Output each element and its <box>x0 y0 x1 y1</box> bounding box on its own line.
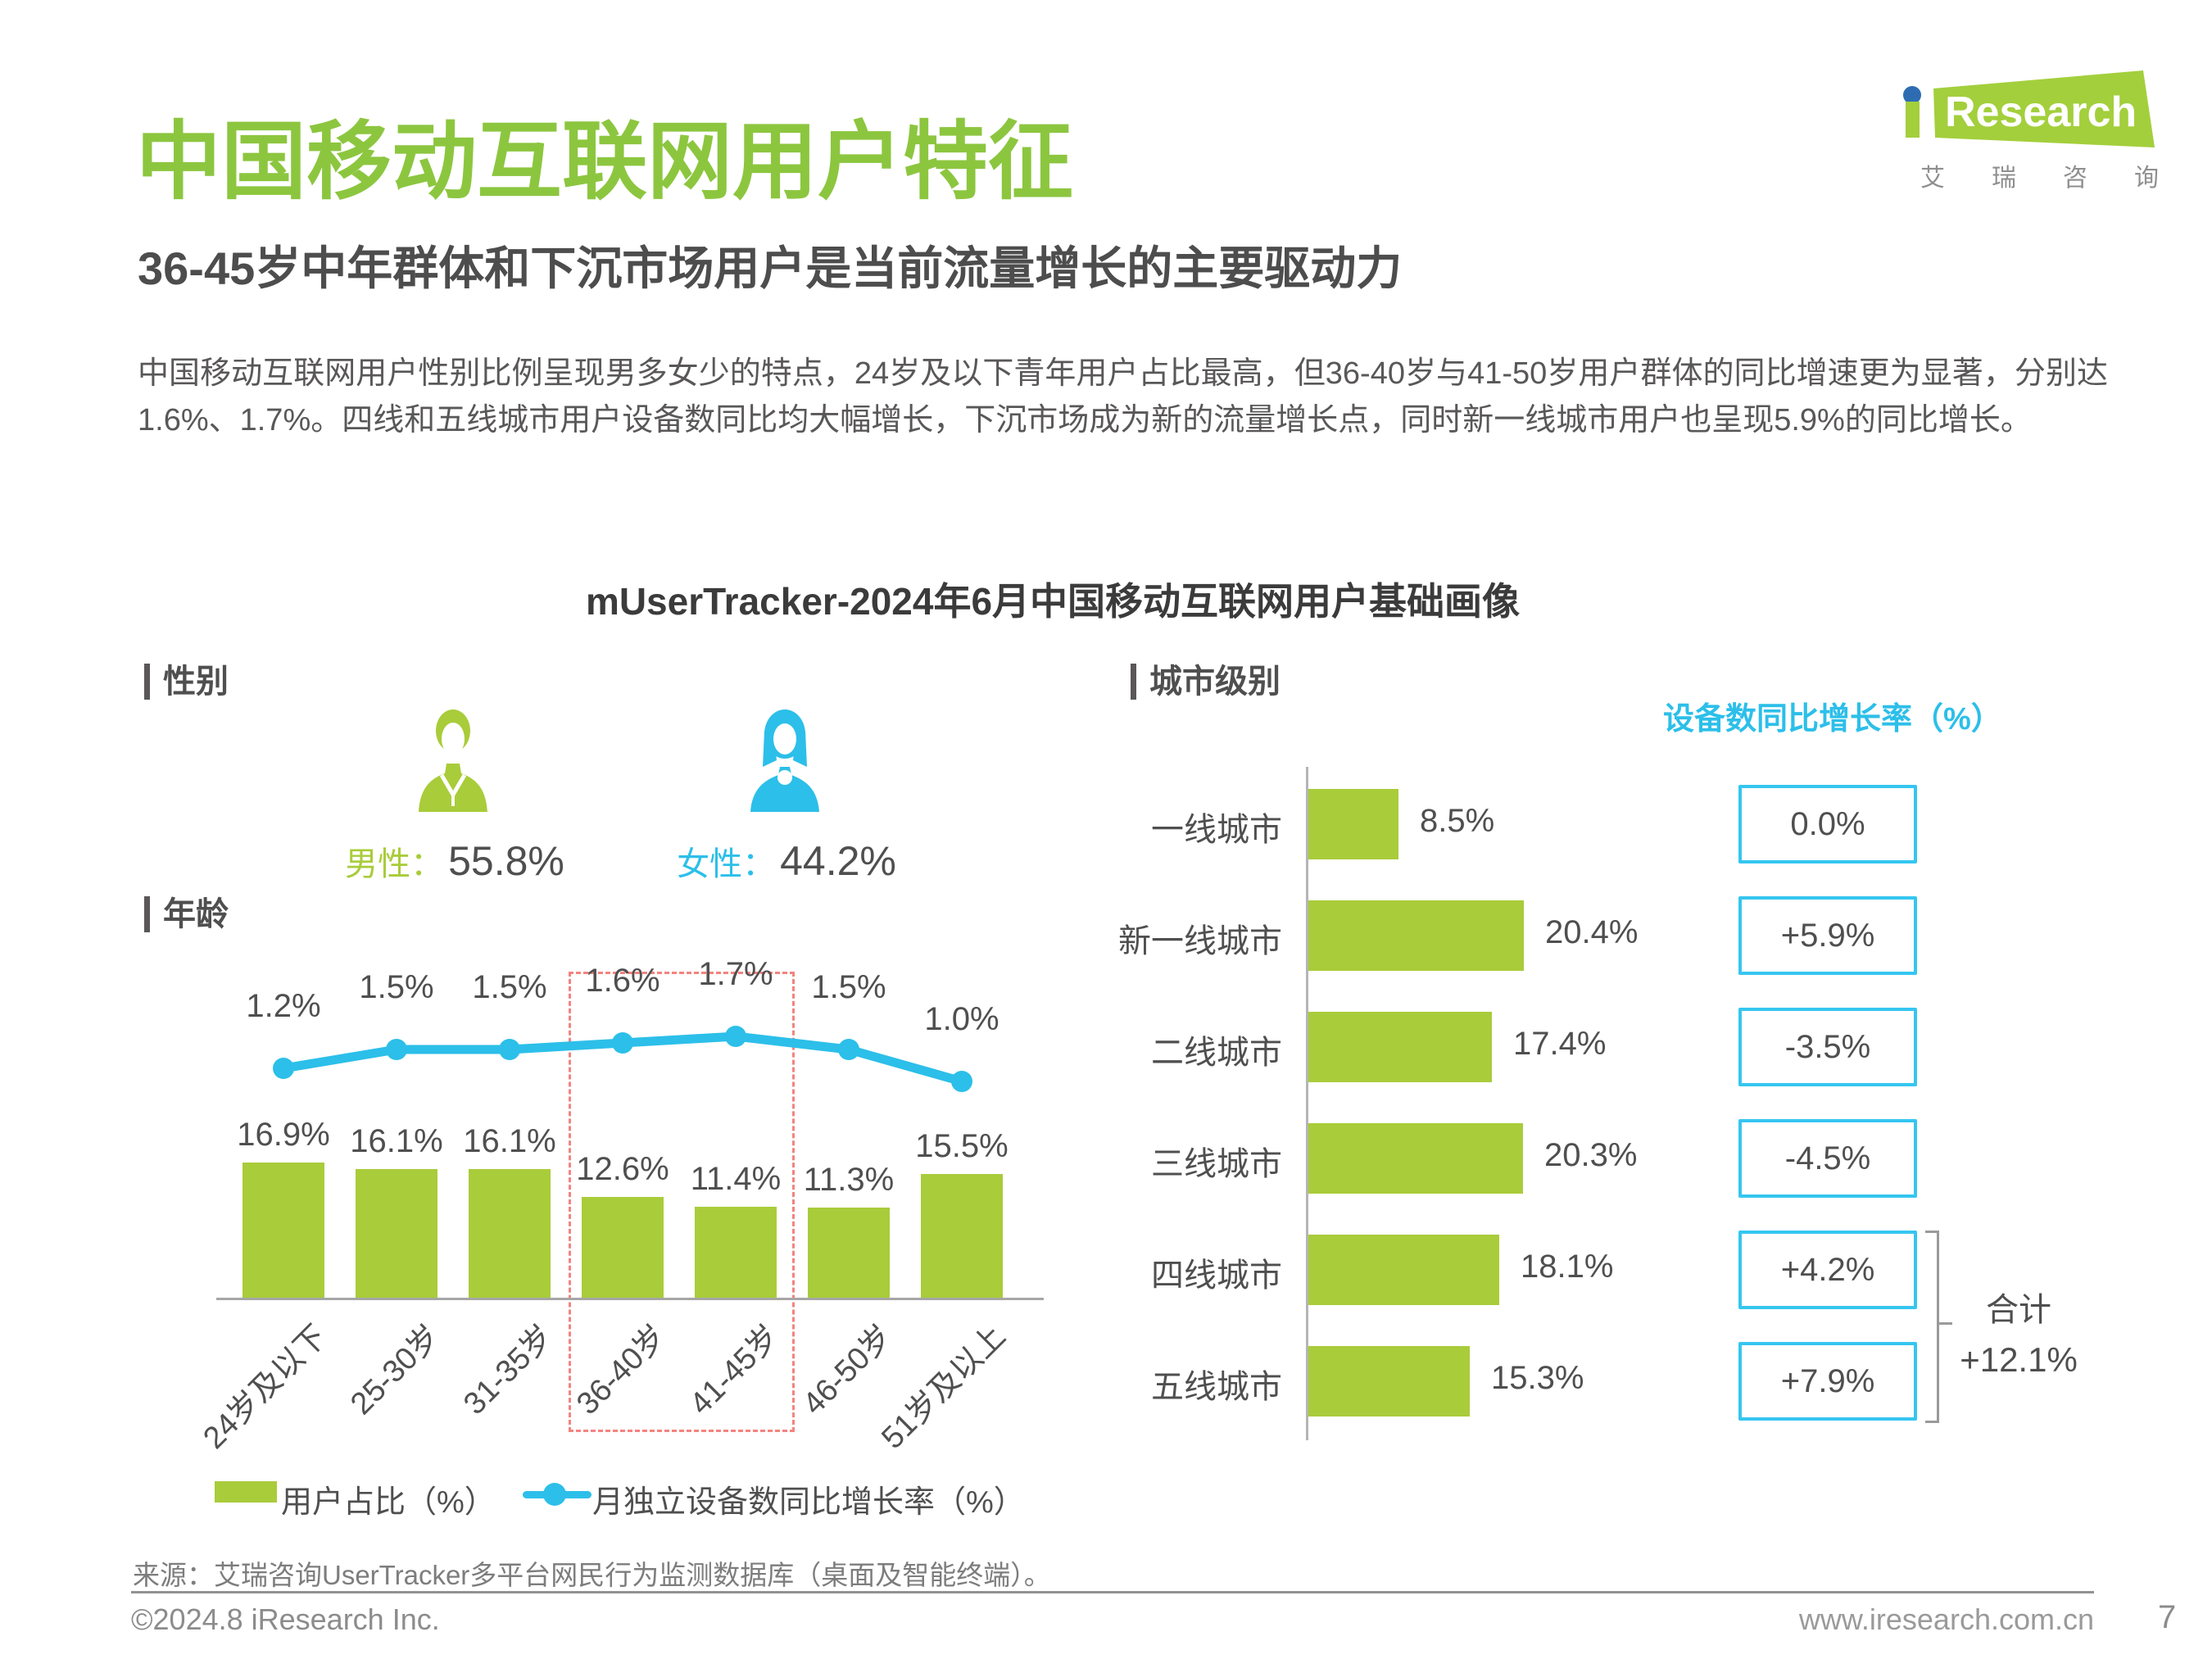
page-number: 7 <box>2158 1599 2177 1635</box>
city-category-5: 五线城市 <box>1151 1369 1282 1405</box>
city-y-axis <box>1306 767 1308 1440</box>
city-total: 合计 +12.1% <box>1953 1283 2084 1380</box>
male-value: 55.8% <box>448 838 564 884</box>
city-bar-2 <box>1308 1012 1492 1082</box>
age-bar-5 <box>808 1208 890 1298</box>
city-category-4: 四线城市 <box>1151 1258 1282 1294</box>
city-bar-value-3: 20.3% <box>1544 1137 1638 1173</box>
iresearch-logo-icon: Research <box>1903 70 2155 147</box>
age-bar-value-0: 16.9% <box>237 1117 330 1153</box>
male-stat: 男性： 55.8% <box>344 837 565 885</box>
city-growth-box-2: -3.5% <box>1738 1008 1917 1086</box>
age-bar-4 <box>695 1207 777 1298</box>
city-bar-1 <box>1308 900 1524 971</box>
age-bar-value-6: 15.5% <box>915 1128 1009 1164</box>
age-bar-3 <box>582 1197 664 1298</box>
page-subtitle: 36-45岁中年群体和下沉市场用户是当前流量增长的主要驱动力 <box>138 243 1403 294</box>
total-bracket-nub <box>1939 1322 1952 1325</box>
page-title: 中国移动互联网用户特征 <box>136 115 1074 210</box>
website-link[interactable]: www.iresearch.com.cn <box>1798 1602 2094 1636</box>
iresearch-logo: Research <box>1884 64 2171 154</box>
city-bar-value-4: 18.1% <box>1521 1249 1614 1285</box>
age-bar-value-3: 12.6% <box>576 1151 669 1187</box>
city-bar-5 <box>1308 1346 1470 1416</box>
legend-line-dot <box>543 1483 566 1506</box>
city-total-label: 合计 <box>1986 1292 2051 1328</box>
city-growth-box-5: +7.9% <box>1738 1342 1917 1421</box>
male-label: 男性： <box>345 846 444 882</box>
city-bar-value-2: 17.4% <box>1513 1026 1607 1062</box>
svg-text:Research: Research <box>1945 88 2137 136</box>
legend-bar-label: 用户占比（%） <box>281 1485 496 1520</box>
age-line-value-4: 1.7% <box>698 956 773 992</box>
copyright-text: ©2024.8 iResearch Inc. <box>131 1602 440 1636</box>
age-line-value-2: 1.5% <box>472 969 547 1005</box>
female-label: 女性： <box>677 846 776 882</box>
section-label-age: 年龄 <box>144 896 229 932</box>
source-note: 来源：艾瑞咨询UserTracker多平台网民行为监测数据库（桌面及智能终端）。 <box>133 1560 1051 1590</box>
section-label-city: 城市级别 <box>1131 664 1281 700</box>
city-category-2: 二线城市 <box>1151 1035 1282 1071</box>
chart-title: mUserTracker-2024年6月中国移动互联网用户基础画像 <box>585 580 1521 623</box>
city-bar-value-1: 20.4% <box>1545 914 1639 950</box>
city-growth-header: 设备数同比增长率（%） <box>1663 702 2002 737</box>
age-bar-1 <box>356 1169 437 1298</box>
total-bracket <box>1925 1231 1939 1423</box>
summary-paragraph: 中国移动互联网用户性别比例呈现男多女少的特点，24岁及以下青年用户占比最高，但3… <box>138 356 2108 437</box>
section-label-gender: 性别 <box>144 664 229 700</box>
female-value: 44.2% <box>780 838 896 884</box>
footer-divider <box>131 1591 2094 1593</box>
city-growth-box-1: +5.9% <box>1738 896 1917 975</box>
age-bar-value-1: 16.1% <box>350 1123 443 1159</box>
age-line-value-5: 1.5% <box>811 969 886 1005</box>
city-category-3: 三线城市 <box>1151 1146 1282 1182</box>
city-growth-box-4: +4.2% <box>1738 1231 1917 1309</box>
city-growth-box-0: 0.0% <box>1738 785 1917 863</box>
city-bar-0 <box>1308 789 1398 859</box>
city-category-1: 新一线城市 <box>1118 923 1282 959</box>
city-category-0: 一线城市 <box>1151 812 1282 848</box>
age-line-value-6: 1.0% <box>924 1001 999 1037</box>
female-icon <box>744 701 826 816</box>
age-bar-value-4: 11.4% <box>690 1161 782 1197</box>
age-bar-2 <box>469 1169 551 1298</box>
age-line-value-3: 1.6% <box>585 963 660 999</box>
age-line-value-0: 1.2% <box>246 988 321 1024</box>
city-growth-box-3: -4.5% <box>1738 1119 1917 1198</box>
age-x-axis <box>216 1298 1044 1300</box>
city-total-value: +12.1% <box>1960 1340 2078 1379</box>
legend-bar-swatch <box>215 1481 277 1503</box>
female-stat: 女性： 44.2% <box>676 837 897 885</box>
age-line-value-1: 1.5% <box>359 969 434 1005</box>
logo-cn-name: 艾瑞咨询 <box>1920 165 2205 192</box>
age-highlight-box <box>569 972 795 1432</box>
male-icon <box>412 701 494 816</box>
city-bar-value-5: 15.3% <box>1491 1360 1584 1396</box>
age-bar-6 <box>921 1174 1003 1298</box>
city-bar-3 <box>1308 1123 1523 1194</box>
city-bar-value-0: 8.5% <box>1420 803 1495 839</box>
age-bar-value-5: 11.3% <box>803 1162 895 1198</box>
age-bar-value-2: 16.1% <box>463 1123 556 1159</box>
age-bar-0 <box>243 1163 324 1298</box>
legend-line-label: 月独立设备数同比增长率（%） <box>592 1485 1025 1520</box>
city-bar-4 <box>1308 1235 1499 1305</box>
